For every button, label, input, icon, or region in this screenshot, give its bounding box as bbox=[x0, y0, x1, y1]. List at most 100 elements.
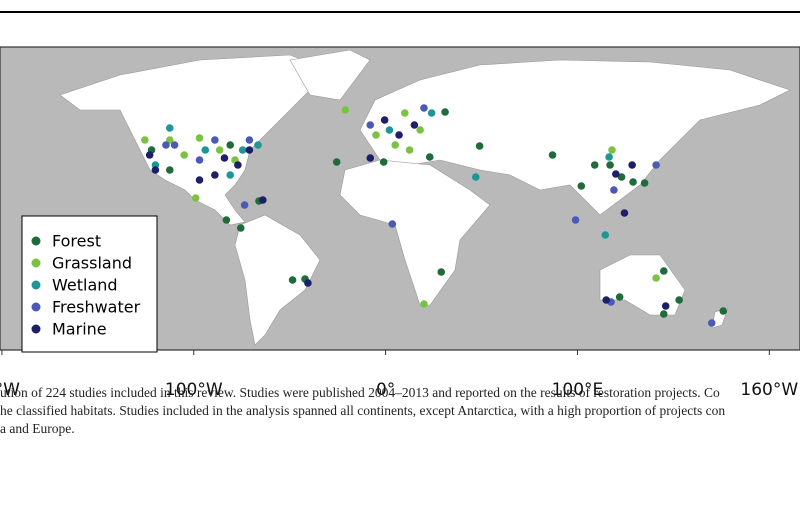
study-site bbox=[437, 268, 446, 276]
x-tick-label: 100°W bbox=[165, 380, 223, 400]
study-site bbox=[195, 156, 204, 164]
legend-label: Forest bbox=[52, 232, 101, 251]
study-site bbox=[379, 158, 388, 166]
study-site bbox=[201, 146, 210, 154]
legend-swatch bbox=[31, 302, 41, 312]
study-site bbox=[425, 153, 434, 161]
study-site bbox=[601, 231, 610, 239]
legend bbox=[21, 215, 158, 353]
caption: ution of 224 studies included in this re… bbox=[0, 385, 725, 436]
study-site bbox=[165, 124, 174, 132]
legend-swatch bbox=[31, 324, 41, 334]
study-site bbox=[240, 201, 249, 209]
study-site bbox=[659, 267, 668, 275]
study-site bbox=[220, 154, 229, 162]
study-site bbox=[145, 151, 154, 159]
eurasia bbox=[359, 59, 791, 216]
study-site bbox=[427, 109, 436, 117]
study-site bbox=[162, 141, 170, 149]
legend-label: Grassland bbox=[52, 254, 132, 273]
study-site bbox=[195, 134, 204, 142]
x-axis: 0°W 100°W 0° 100°E 160°W bbox=[0, 350, 798, 400]
study-site bbox=[548, 151, 557, 159]
study-site bbox=[245, 136, 254, 144]
study-site bbox=[151, 166, 160, 174]
study-site bbox=[332, 158, 341, 166]
x-tick-label: 0°W bbox=[0, 380, 20, 400]
study-site bbox=[659, 310, 668, 318]
study-site bbox=[571, 216, 580, 224]
study-site bbox=[441, 108, 449, 116]
study-site bbox=[385, 126, 394, 134]
study-site bbox=[615, 293, 624, 301]
study-site bbox=[391, 141, 400, 149]
study-site bbox=[416, 126, 424, 134]
study-site bbox=[234, 161, 242, 169]
study-site bbox=[191, 194, 200, 202]
study-site bbox=[612, 170, 620, 178]
study-site bbox=[420, 300, 428, 308]
map-frame bbox=[0, 46, 800, 351]
greenland bbox=[289, 49, 371, 101]
study-site bbox=[366, 121, 375, 129]
legend-label: Freshwater bbox=[52, 298, 141, 317]
x-tick-label: 100°E bbox=[552, 380, 604, 400]
study-site bbox=[420, 104, 428, 112]
study-site bbox=[620, 209, 629, 217]
legend-label: Wetland bbox=[52, 276, 118, 295]
study-site bbox=[215, 146, 224, 154]
study-site bbox=[719, 307, 728, 315]
study-site bbox=[471, 173, 480, 181]
study-site bbox=[245, 146, 254, 154]
study-site bbox=[628, 161, 636, 169]
legend-swatch bbox=[31, 236, 41, 246]
study-site bbox=[304, 279, 312, 287]
study-site bbox=[475, 142, 484, 150]
study-site bbox=[366, 154, 375, 162]
legend-entries: Forest Grassland Wetland Freshwater Marine bbox=[31, 232, 141, 339]
africa bbox=[339, 159, 491, 306]
study-site bbox=[254, 141, 262, 149]
x-tick-label: 0° bbox=[376, 380, 395, 400]
study-site bbox=[236, 224, 245, 232]
study-site bbox=[606, 161, 614, 169]
study-site bbox=[640, 179, 649, 187]
legend-swatch bbox=[31, 258, 41, 268]
study-site bbox=[602, 296, 611, 304]
study-site bbox=[211, 136, 219, 144]
study-site bbox=[661, 302, 670, 310]
study-site bbox=[405, 146, 414, 154]
study-site bbox=[195, 176, 204, 184]
x-tick-label: 160°W bbox=[740, 380, 798, 400]
study-site bbox=[259, 196, 267, 204]
study-site bbox=[590, 161, 599, 169]
study-site bbox=[170, 141, 179, 149]
study-site bbox=[380, 116, 389, 124]
study-site bbox=[617, 173, 626, 181]
study-site bbox=[211, 171, 219, 179]
map bbox=[0, 46, 800, 351]
study-site bbox=[400, 109, 409, 117]
study-site bbox=[629, 178, 637, 186]
study-site bbox=[652, 274, 660, 282]
legend-label: Marine bbox=[52, 320, 107, 339]
south-america bbox=[234, 214, 321, 346]
study-site bbox=[410, 121, 419, 129]
study-site bbox=[707, 319, 716, 327]
study-site bbox=[608, 146, 616, 154]
study-site bbox=[222, 216, 231, 224]
study-site bbox=[226, 141, 235, 149]
caption-line: he classified habitats. Studies included… bbox=[0, 403, 725, 418]
study-site bbox=[605, 153, 613, 161]
points bbox=[141, 104, 728, 327]
caption-line: ution of 224 studies included in this re… bbox=[0, 385, 720, 400]
study-site bbox=[288, 276, 297, 284]
legend-swatch bbox=[31, 280, 41, 290]
study-site bbox=[652, 161, 660, 169]
study-site bbox=[180, 151, 188, 159]
study-site bbox=[610, 186, 618, 194]
study-site bbox=[165, 166, 174, 174]
study-site bbox=[226, 171, 235, 179]
study-site bbox=[141, 136, 149, 144]
